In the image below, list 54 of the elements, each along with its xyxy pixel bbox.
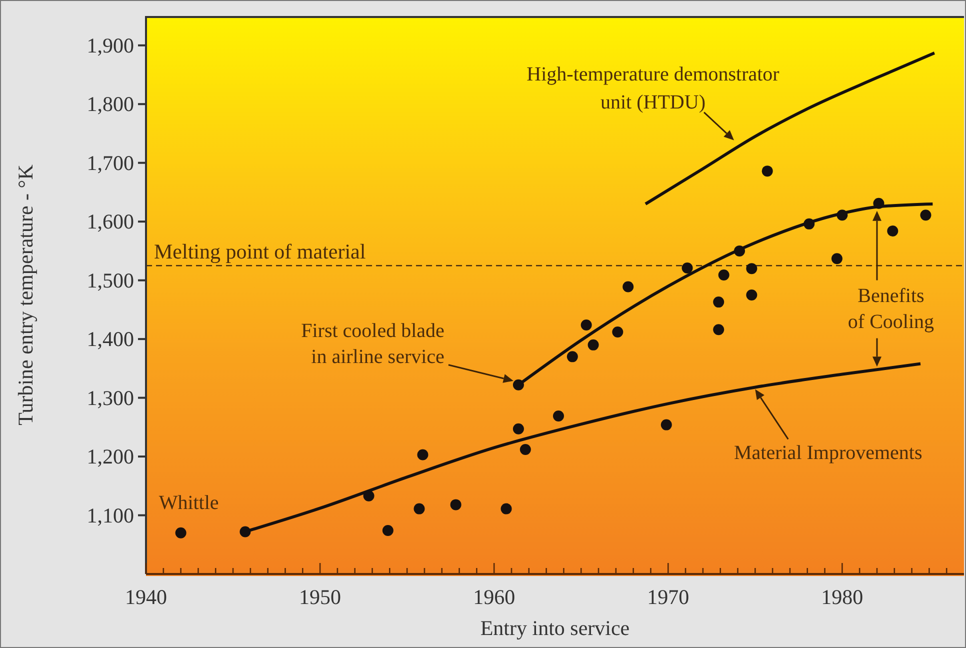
y-tick-label: 1,300 xyxy=(86,386,134,410)
point xyxy=(566,351,578,362)
point xyxy=(713,324,724,336)
y-tick-label: 1,700 xyxy=(86,150,134,175)
annotation: High-temperature demonstrator unit (HTDU) xyxy=(526,63,780,114)
y-tick-label: 1,400 xyxy=(86,327,134,352)
x-tick-label: 1960 xyxy=(473,585,516,609)
x-tick-label: 1950 xyxy=(299,585,342,609)
point xyxy=(718,270,730,281)
point xyxy=(417,449,428,460)
point xyxy=(804,218,815,230)
point xyxy=(512,379,524,390)
point xyxy=(363,490,374,502)
y-tick-label: 1,600 xyxy=(86,210,134,234)
point xyxy=(682,262,693,274)
point xyxy=(762,166,773,177)
point xyxy=(175,527,186,538)
point xyxy=(552,410,564,422)
x-tick-label: 1980 xyxy=(821,585,864,609)
annotation: Material Improvements xyxy=(734,442,922,464)
point xyxy=(580,319,592,330)
point xyxy=(831,253,842,264)
x-axis-title: Entry into service xyxy=(480,616,630,640)
point xyxy=(512,423,524,434)
x-tick-label: 1970 xyxy=(647,585,690,609)
point xyxy=(450,499,462,510)
point xyxy=(660,419,672,430)
annotation: Benefits of Cooling xyxy=(848,285,934,334)
annotation: Whittle xyxy=(158,492,219,514)
y-tick-label: 1,100 xyxy=(86,503,134,528)
point xyxy=(836,210,848,221)
point xyxy=(713,296,724,308)
y-tick-label: 1,500 xyxy=(86,268,134,292)
point xyxy=(746,263,758,274)
x-tick-label: 1940 xyxy=(125,585,167,609)
y-tick-label: 1,900 xyxy=(86,33,134,58)
point xyxy=(414,503,425,514)
point xyxy=(612,326,624,338)
y-axis-title: Turbine entry temperature - °K xyxy=(13,164,38,426)
point xyxy=(920,210,932,221)
y-tick-label: 1,800 xyxy=(86,92,134,116)
point xyxy=(622,281,634,292)
point xyxy=(382,525,394,536)
point xyxy=(873,198,884,209)
point xyxy=(500,503,512,514)
y-tick-label: 1,200 xyxy=(86,444,134,469)
point xyxy=(734,245,745,256)
annotation: First cooled blade in airline service xyxy=(301,320,445,368)
point xyxy=(240,526,251,538)
point xyxy=(746,290,758,300)
point xyxy=(520,444,531,455)
ref-line-label: Melting point of material xyxy=(154,240,366,264)
point xyxy=(588,339,599,350)
point xyxy=(887,225,898,236)
